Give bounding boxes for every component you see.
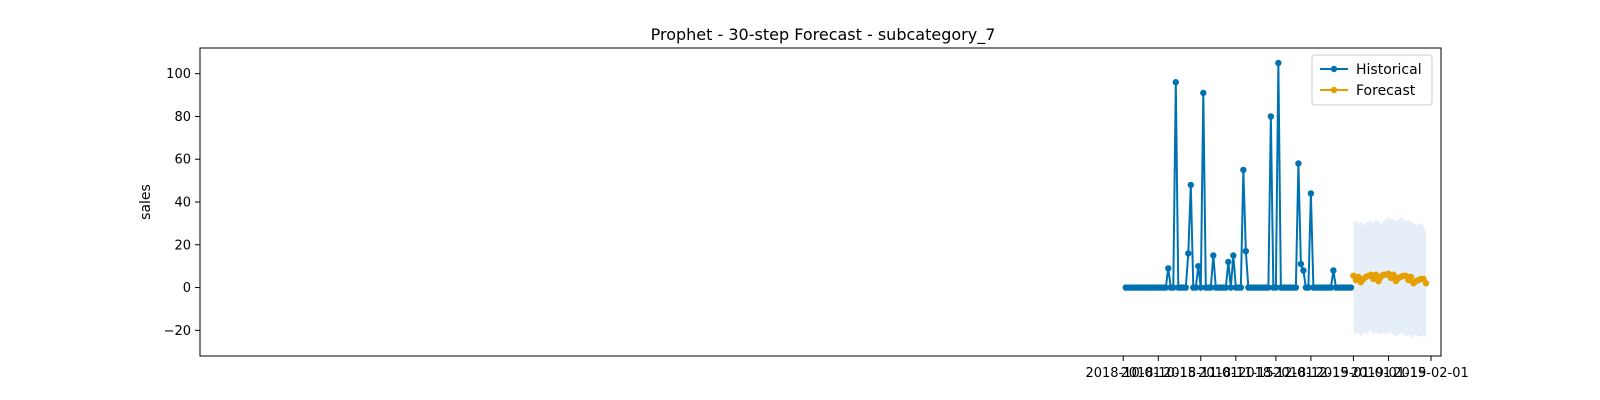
forecast-point	[1407, 273, 1415, 281]
historical-point	[1182, 284, 1189, 291]
legend-label-forecast: Forecast	[1356, 83, 1416, 99]
historical-point	[1292, 284, 1300, 291]
historical-point	[1347, 284, 1355, 291]
historical-point	[1307, 190, 1315, 197]
historical-point	[1265, 284, 1272, 291]
x-tick-label: 2018-10-01	[1085, 366, 1161, 381]
chart-title: Prophet - 30-step Forecast - subcategory…	[651, 25, 996, 45]
y-tick-label: 100	[166, 67, 191, 82]
historical-point	[1222, 284, 1230, 291]
historical-point	[1207, 284, 1215, 291]
historical-point	[1200, 89, 1207, 97]
historical-point	[1197, 284, 1205, 291]
historical-point	[1170, 284, 1177, 291]
historical-point	[1300, 267, 1307, 274]
x-tick-label: 2019-01-15	[1351, 366, 1427, 381]
y-tick-label: −20	[164, 324, 191, 339]
historical-point	[1210, 252, 1217, 259]
historical-point	[1187, 181, 1194, 189]
forecast-point	[1422, 280, 1430, 287]
historical-point	[1165, 265, 1172, 272]
historical-point	[1225, 258, 1232, 266]
plot-frame	[199, 47, 1442, 357]
y-tick-label: 60	[174, 153, 191, 168]
y-tick-label: 0	[183, 281, 191, 296]
historical-point	[1192, 284, 1200, 291]
historical-point	[1230, 252, 1237, 259]
legend: Historical Forecast	[1311, 54, 1433, 106]
historical-point	[1295, 160, 1302, 167]
historical-point	[1267, 113, 1275, 120]
forecast-point	[1355, 273, 1362, 281]
historical-point	[1172, 79, 1179, 86]
legend-box	[1311, 54, 1433, 106]
forecast-point	[1390, 271, 1397, 278]
x-tick-label: 2019-02-01	[1393, 366, 1469, 381]
forecast-point	[1372, 271, 1380, 278]
historical-point	[1227, 284, 1235, 291]
x-tick-label: 2018-12-01	[1238, 366, 1314, 381]
axis-layer: 2018-10-012018-10-152018-11-012018-11-15…	[164, 47, 1469, 381]
historical-point	[1327, 284, 1335, 291]
y-tick-label: 40	[174, 196, 191, 211]
x-tick-label: 2018-11-01	[1163, 366, 1239, 381]
x-tick-label: 2018-11-15	[1198, 366, 1274, 381]
y-axis-label: sales	[138, 184, 154, 220]
historical-point	[1297, 260, 1305, 268]
historical-point	[1242, 247, 1250, 255]
historical-point	[1330, 267, 1337, 274]
legend-label-historical: Historical	[1356, 62, 1422, 78]
historical-point	[1162, 284, 1169, 291]
historical-point	[1305, 284, 1312, 291]
legend-marker-forecast	[1330, 86, 1338, 94]
historical-point	[1185, 250, 1192, 257]
x-tick-label: 2018-12-15	[1273, 366, 1349, 381]
historical-point	[1275, 59, 1282, 67]
historical-point	[1195, 262, 1202, 270]
historical-point	[1240, 166, 1247, 174]
x-tick-label: 2019-01-01	[1316, 366, 1392, 381]
legend-marker-historical	[1330, 65, 1338, 73]
series-layer	[1122, 59, 1430, 291]
y-tick-label: 20	[174, 238, 191, 253]
historical-point	[1272, 284, 1280, 291]
y-tick-label: 80	[174, 110, 191, 125]
x-tick-label: 2018-10-15	[1120, 366, 1196, 381]
historical-point	[1237, 284, 1245, 291]
